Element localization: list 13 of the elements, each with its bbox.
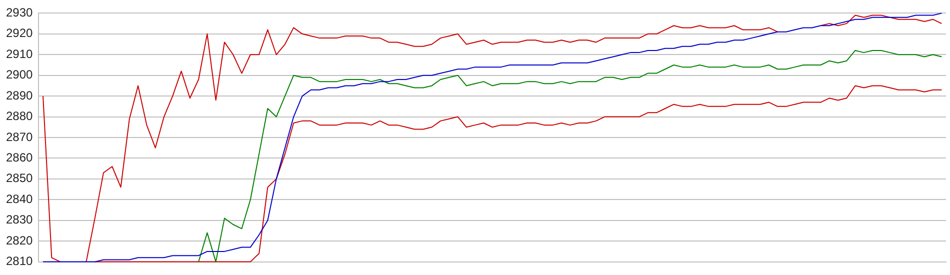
y-tick-label: 2860	[6, 150, 34, 165]
y-tick-label: 2870	[6, 130, 34, 144]
y-tick-label: 2920	[6, 26, 34, 40]
y-tick-label: 2840	[6, 192, 34, 206]
y-tick-label: 2930	[6, 6, 34, 20]
y-tick-label: 2810	[6, 254, 34, 268]
y-tick-label: 2900	[6, 68, 34, 82]
y-tick-label: 2830	[6, 212, 34, 227]
y-tick-label: 2910	[6, 46, 34, 61]
y-tick-label: 2850	[6, 171, 34, 186]
y-tick-label: 2880	[6, 109, 34, 124]
y-tick-label: 2890	[6, 88, 34, 102]
y-tick-label: 2820	[6, 233, 34, 248]
